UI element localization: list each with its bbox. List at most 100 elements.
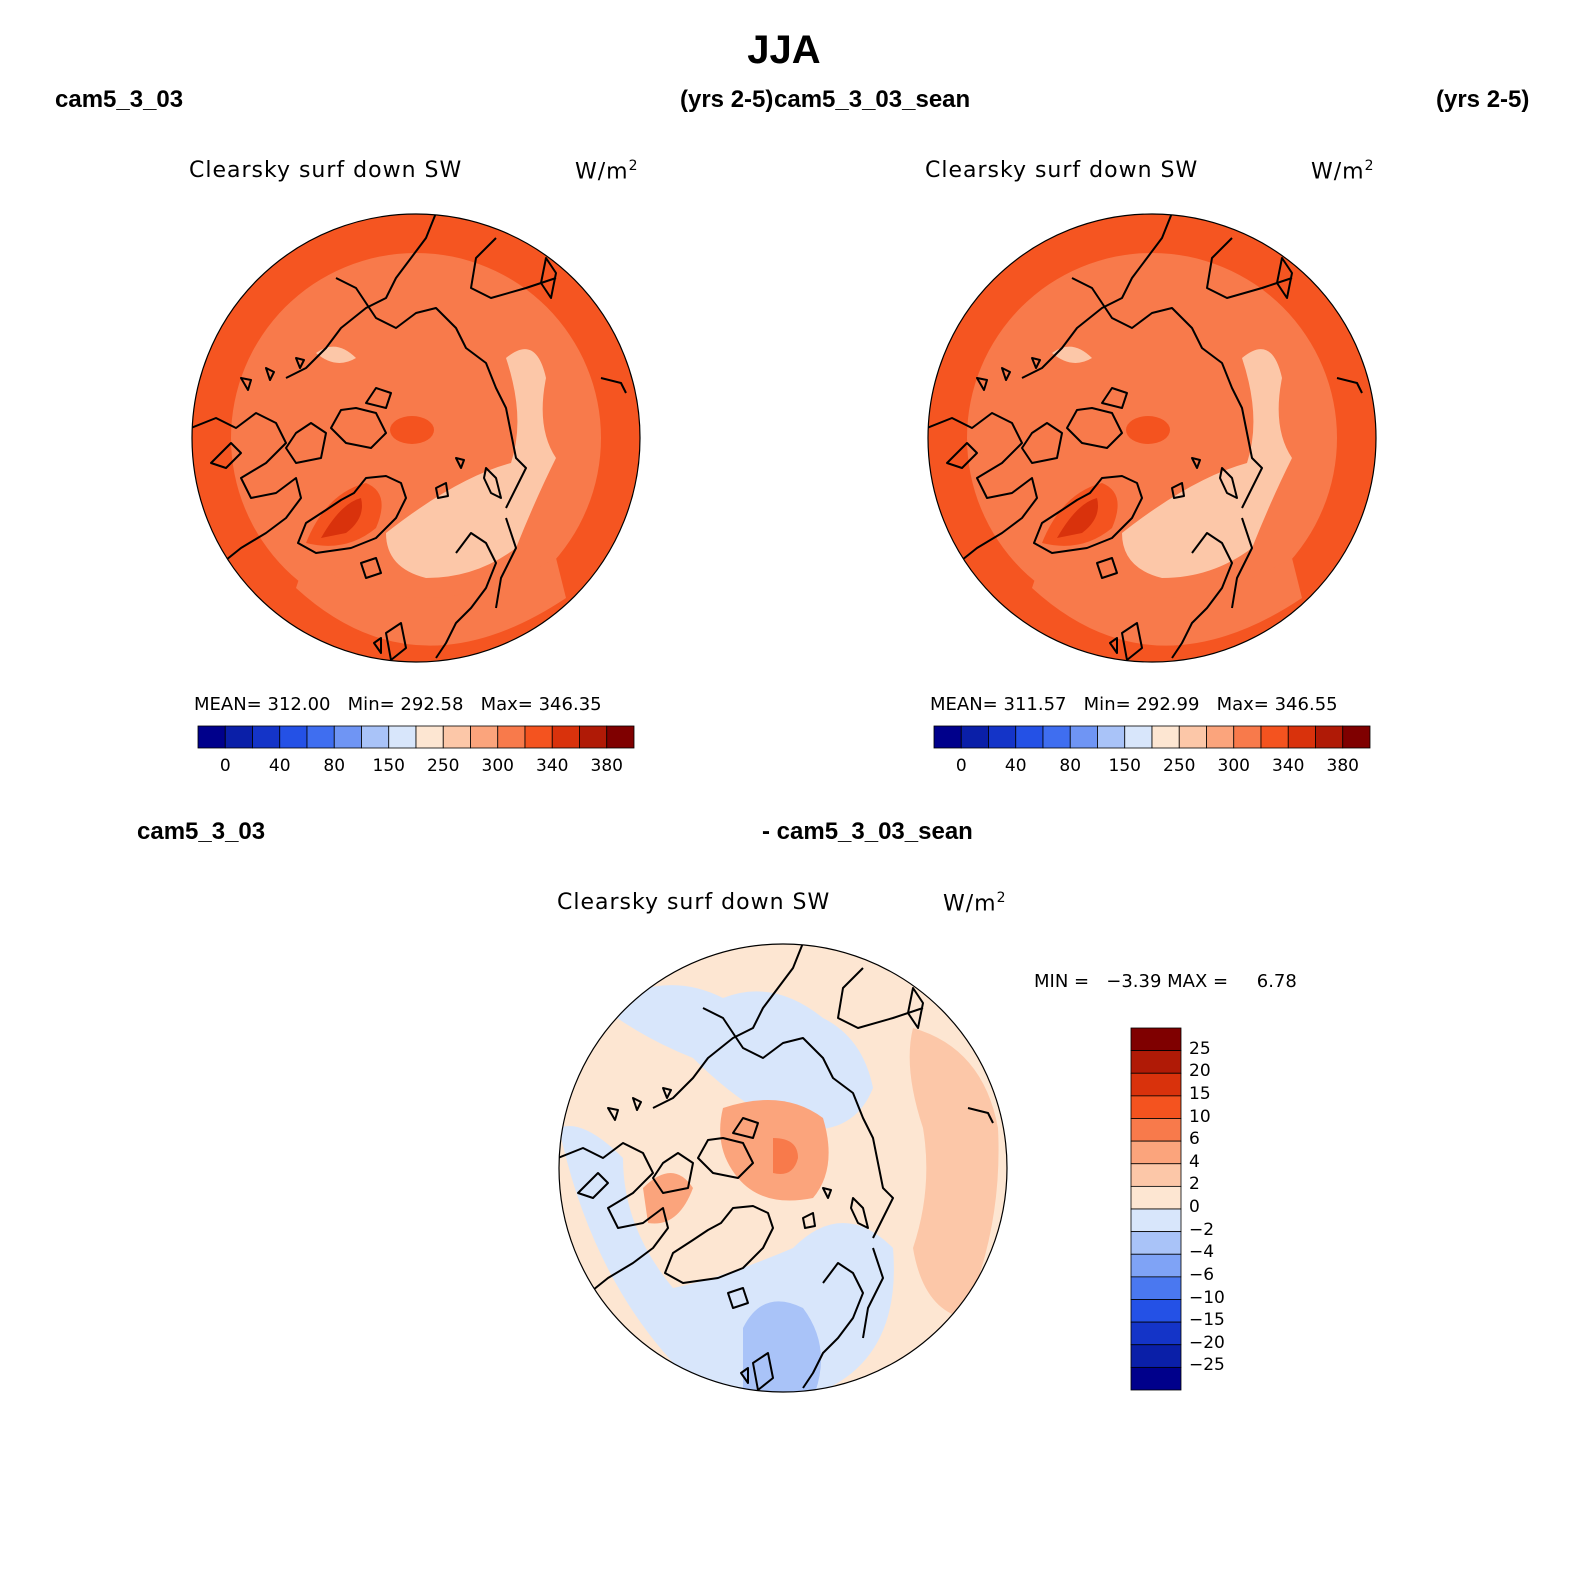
panel3-colorbar-swatch <box>1130 1095 1182 1119</box>
panel3-colorbar-tick-label: 25 <box>1189 1038 1211 1059</box>
panel2-min-value: 292.99 <box>1136 694 1200 715</box>
panel3-colorbar-swatch <box>1130 1208 1182 1233</box>
panel2-colorbar-tick-label: 250 <box>1163 756 1196 776</box>
panel1-colorbar-tick-label: 340 <box>536 756 569 776</box>
top-right-case-label: cam5_3_03_sean <box>774 86 971 113</box>
panel1-colorbar-swatch <box>606 725 635 749</box>
panel2-colorbar-swatch <box>960 725 989 749</box>
panel2-field-low-patch <box>1052 346 1092 363</box>
panel2-colorbar-tick-label: 150 <box>1108 756 1141 776</box>
panel3-colorbar-swatch <box>1130 1299 1182 1323</box>
panel3-colorbar-swatch <box>1130 1366 1182 1391</box>
panel1-colorbar-swatch <box>388 725 417 749</box>
panel1-colorbar-swatch <box>197 725 226 749</box>
panel1-field-greenland-peak <box>321 498 362 538</box>
panel2-colorbar-swatch <box>1015 725 1044 749</box>
panel1-colorbar-tick-label: 380 <box>590 756 623 776</box>
panel3-colorbar-tick-label: 10 <box>1189 1106 1211 1127</box>
panel3-colorbar-tick-label: −6 <box>1189 1264 1215 1285</box>
panel1-stats: MEAN= 312.00 Min= 292.58 Max= 346.35 <box>194 694 602 715</box>
panel3-colorbar-swatch <box>1130 1321 1182 1346</box>
panel1-units: W/m2 <box>575 158 639 184</box>
panel2-colorbar-tick-label: 340 <box>1272 756 1305 776</box>
panel3-colorbar-swatch <box>1130 1276 1182 1300</box>
season-title: JJA <box>747 28 821 72</box>
panel1-field-pole <box>390 416 434 444</box>
panel3-colorbar-tick-label: 15 <box>1189 1083 1211 1104</box>
panel2-mean-value: 311.57 <box>1003 694 1067 715</box>
top-right-years-label: (yrs 2-5) <box>1436 86 1530 113</box>
panel2-colorbar-swatch <box>1287 725 1316 749</box>
panel1-min-label: Min= <box>347 694 395 715</box>
panel1-map <box>192 214 640 662</box>
panel1-colorbar-swatch <box>415 725 444 749</box>
panel3-colorbar-swatch <box>1130 1253 1182 1278</box>
panel2-field-greenland-peak <box>1057 498 1098 538</box>
panel2-colorbar-swatch <box>1151 725 1180 749</box>
panel1-colorbar-swatch <box>279 725 308 749</box>
panel2-colorbar-swatch <box>1042 725 1071 749</box>
panel3-field-positive-canada <box>643 1173 693 1224</box>
panel2-colorbar-swatch <box>1233 725 1262 749</box>
panel1-colorbar-swatch <box>470 725 499 749</box>
panel1-field-low-patch <box>316 346 356 363</box>
panel3-colorbar-tick-label: −15 <box>1189 1310 1225 1331</box>
panel2-units-base: W/m <box>1311 159 1365 185</box>
panel1-units-base: W/m <box>575 159 629 185</box>
panel3-colorbar-tick-label: 4 <box>1189 1151 1200 1172</box>
panel3-field-negative-siberia <box>603 985 873 1130</box>
panel1-max-value: 346.35 <box>538 694 602 715</box>
panel3-colorbar-tick-label: 6 <box>1189 1129 1200 1150</box>
panel2-colorbar-swatch <box>1097 725 1126 749</box>
panel2-colorbar-tick-label: 80 <box>1059 756 1082 776</box>
panel2-units-exp: 2 <box>1364 158 1375 174</box>
panel2-colorbar-swatch <box>1342 725 1371 749</box>
panel2-colorbar-tick-label: 300 <box>1217 756 1250 776</box>
panel2-max-value: 346.55 <box>1274 694 1338 715</box>
panel1-field-low-region <box>386 349 556 578</box>
panel1-mean-label: MEAN= <box>194 694 262 715</box>
panel3-colorbar-tick-label: −4 <box>1189 1242 1215 1263</box>
panel3-colorbar-tick-label: −20 <box>1189 1332 1225 1353</box>
panel2-mean-label: MEAN= <box>930 694 998 715</box>
panel3-colorbar-swatch <box>1130 1050 1182 1074</box>
panel2-stats: MEAN= 311.57 Min= 292.99 Max= 346.55 <box>930 694 1338 715</box>
top-left-years-label: (yrs 2-5) <box>680 86 774 113</box>
panel1-map-border <box>191 213 641 663</box>
top-left-case-label: cam5_3_03 <box>55 86 184 113</box>
panel2-colorbar-tick-label: 380 <box>1326 756 1359 776</box>
panel2-field-low-region <box>1122 349 1292 578</box>
panel3-colorbar-tick-label: −25 <box>1189 1355 1225 1376</box>
panel1-colorbar-swatch <box>333 725 362 749</box>
panel3-variable-title: Clearsky surf down SW <box>557 890 831 915</box>
panel3-colorbar-swatch <box>1130 1140 1182 1165</box>
panel2-map-border <box>927 213 1377 663</box>
panel1-mean-value: 312.00 <box>267 694 331 715</box>
panel2-colorbar-swatch <box>1178 725 1207 749</box>
panel1-colorbar-swatch <box>252 725 281 749</box>
panel2-max-label: Max= <box>1216 694 1269 715</box>
panel1-colorbar-swatch <box>224 725 253 749</box>
panel1-colorbar-tick-label: 300 <box>481 756 514 776</box>
panel1-colorbar-tick-label: 0 <box>219 756 231 776</box>
panel3-colorbar-tick-label: 20 <box>1189 1061 1211 1082</box>
panel3-units: W/m2 <box>943 890 1007 916</box>
panel3-colorbar-swatch <box>1130 1118 1182 1142</box>
panel2-units: W/m2 <box>1311 158 1375 184</box>
panel2-variable-title: Clearsky surf down SW <box>925 158 1199 183</box>
panel3-colorbar-swatch <box>1130 1344 1182 1368</box>
panel1-colorbar-swatch <box>361 725 390 749</box>
panel2-colorbar-swatch <box>1206 725 1235 749</box>
panel1-colorbar-tick-label: 250 <box>427 756 460 776</box>
panel3-field-positive-east <box>909 1028 999 1318</box>
panel3-colorbar-swatch <box>1130 1027 1182 1052</box>
panel1-colorbar-tick-label: 40 <box>268 756 291 776</box>
diff-left-case-label: cam5_3_03 <box>137 818 266 845</box>
panel3-colorbar-tick-label: 2 <box>1189 1174 1200 1195</box>
panel1-colorbar-tick-label: 150 <box>372 756 405 776</box>
panel1-colorbar-swatch <box>551 725 580 749</box>
panel1-colorbar-swatch <box>497 725 526 749</box>
panel1-colorbar-swatch <box>579 725 608 749</box>
panel3-colorbar-tick-label: −2 <box>1189 1219 1215 1240</box>
